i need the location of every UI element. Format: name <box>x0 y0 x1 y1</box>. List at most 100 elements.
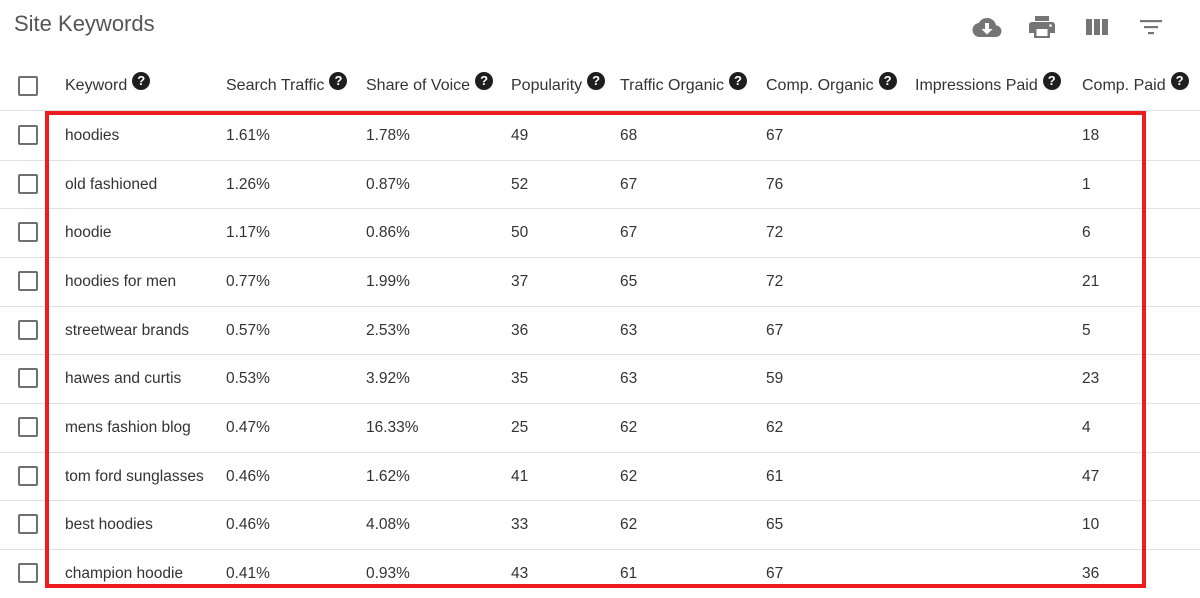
popularity-cell: 50 <box>511 224 529 241</box>
popularity-cell: 49 <box>511 127 529 144</box>
row-checkbox[interactable] <box>18 368 38 388</box>
comp-paid-cell: 1 <box>1082 176 1091 193</box>
table-row[interactable]: tom ford sunglasses 0.46% 1.62% 41 62 61… <box>0 452 1200 501</box>
column-header-label: Traffic Organic <box>620 77 725 94</box>
row-checkbox[interactable] <box>18 174 38 194</box>
help-icon[interactable]: ? <box>878 72 897 90</box>
row-divider <box>0 306 1200 307</box>
traffic-organic-cell: 63 <box>620 322 638 339</box>
row-checkbox[interactable] <box>18 222 38 242</box>
search-traffic-cell: 0.77% <box>226 273 270 290</box>
row-checkbox[interactable] <box>18 466 38 486</box>
comp-organic-cell: 72 <box>766 224 784 241</box>
download-button[interactable] <box>970 12 1004 42</box>
row-checkbox[interactable] <box>18 320 38 340</box>
table-row[interactable]: hoodies 1.61% 1.78% 49 68 67 18 <box>0 111 1200 160</box>
help-icon[interactable]: ? <box>475 72 494 90</box>
share-of-voice-cell: 3.92% <box>366 370 410 387</box>
traffic-organic-cell: 62 <box>620 516 638 533</box>
column-header-label: Share of Voice <box>366 77 471 94</box>
comp-organic-cell: 62 <box>766 419 784 436</box>
table-row[interactable]: old fashioned 1.26% 0.87% 52 67 76 1 <box>0 160 1200 209</box>
column-header-label: Popularity <box>511 77 583 94</box>
share-of-voice-cell: 4.08% <box>366 516 410 533</box>
search-traffic-cell: 0.53% <box>226 370 270 387</box>
columns-icon <box>1086 19 1108 35</box>
row-divider <box>0 403 1200 404</box>
table-row[interactable]: best hoodies 0.46% 4.08% 33 62 65 10 <box>0 500 1200 549</box>
search-traffic-cell: 0.46% <box>226 468 270 485</box>
column-header-comp-organic[interactable]: Comp. Organic? <box>766 72 897 100</box>
column-header-search-traffic[interactable]: Search Traffic? <box>226 72 348 100</box>
popularity-cell: 43 <box>511 565 529 582</box>
column-header-label: Search Traffic <box>226 77 325 94</box>
comp-organic-cell: 72 <box>766 273 784 290</box>
help-icon[interactable]: ? <box>729 72 748 90</box>
share-of-voice-cell: 16.33% <box>366 419 419 436</box>
column-header-traffic-organic[interactable]: Traffic Organic? <box>620 72 748 100</box>
columns-button[interactable] <box>1080 12 1114 42</box>
traffic-organic-cell: 61 <box>620 565 638 582</box>
comp-paid-cell: 18 <box>1082 127 1100 144</box>
keyword-cell: hawes and curtis <box>65 370 182 387</box>
print-button[interactable] <box>1025 12 1059 42</box>
search-traffic-cell: 1.26% <box>226 176 270 193</box>
row-checkbox[interactable] <box>18 563 38 583</box>
keyword-cell: tom ford sunglasses <box>65 468 204 485</box>
column-header-label: Comp. Paid <box>1082 77 1166 94</box>
table-row[interactable]: streetwear brands 0.57% 2.53% 36 63 67 5 <box>0 306 1200 355</box>
help-icon[interactable]: ? <box>132 72 151 90</box>
header-divider <box>0 110 1200 111</box>
comp-organic-cell: 65 <box>766 516 784 533</box>
traffic-organic-cell: 62 <box>620 419 638 436</box>
help-icon[interactable]: ? <box>587 72 606 90</box>
help-icon[interactable]: ? <box>1170 72 1189 90</box>
column-header-comp-paid[interactable]: Comp. Paid? <box>1082 72 1189 100</box>
keyword-cell: old fashioned <box>65 176 158 193</box>
popularity-cell: 36 <box>511 322 529 339</box>
row-divider <box>0 160 1200 161</box>
traffic-organic-cell: 67 <box>620 224 638 241</box>
comp-paid-cell: 36 <box>1082 565 1100 582</box>
comp-organic-cell: 67 <box>766 127 784 144</box>
share-of-voice-cell: 0.93% <box>366 565 410 582</box>
popularity-cell: 25 <box>511 419 529 436</box>
traffic-organic-cell: 63 <box>620 370 638 387</box>
popularity-cell: 52 <box>511 176 529 193</box>
table-row[interactable]: mens fashion blog 0.47% 16.33% 25 62 62 … <box>0 403 1200 452</box>
row-checkbox[interactable] <box>18 125 38 145</box>
row-checkbox[interactable] <box>18 417 38 437</box>
traffic-organic-cell: 65 <box>620 273 638 290</box>
column-header-share-of-voice[interactable]: Share of Voice? <box>366 72 494 100</box>
filter-button[interactable] <box>1134 12 1168 42</box>
popularity-cell: 35 <box>511 370 529 387</box>
column-header-popularity[interactable]: Popularity? <box>511 72 606 100</box>
share-of-voice-cell: 1.62% <box>366 468 410 485</box>
comp-paid-cell: 23 <box>1082 370 1100 387</box>
help-icon[interactable]: ? <box>1042 72 1061 90</box>
row-checkbox[interactable] <box>18 271 38 291</box>
print-icon <box>1029 16 1055 38</box>
help-icon[interactable]: ? <box>329 72 348 90</box>
column-header-keyword[interactable]: Keyword? <box>65 72 151 100</box>
search-traffic-cell: 1.61% <box>226 127 270 144</box>
column-header-impressions-paid[interactable]: Impressions Paid? <box>915 72 1061 100</box>
row-divider <box>0 500 1200 501</box>
table-row[interactable]: hawes and curtis 0.53% 3.92% 35 63 59 23 <box>0 354 1200 403</box>
search-traffic-cell: 0.47% <box>226 419 270 436</box>
table-row[interactable]: champion hoodie 0.41% 0.93% 43 61 67 36 <box>0 549 1200 598</box>
download-cloud-icon <box>972 18 1002 37</box>
page-title: Site Keywords <box>14 11 155 36</box>
comp-paid-cell: 4 <box>1082 419 1091 436</box>
popularity-cell: 33 <box>511 516 529 533</box>
row-checkbox[interactable] <box>18 514 38 534</box>
comp-organic-cell: 76 <box>766 176 784 193</box>
comp-organic-cell: 67 <box>766 322 784 339</box>
keyword-cell: hoodies <box>65 127 120 144</box>
select-all-checkbox[interactable] <box>18 76 38 96</box>
traffic-organic-cell: 68 <box>620 127 638 144</box>
table-row[interactable]: hoodie 1.17% 0.86% 50 67 72 6 <box>0 208 1200 257</box>
keyword-cell: best hoodies <box>65 516 153 533</box>
keyword-cell: hoodies for men <box>65 273 177 290</box>
table-row[interactable]: hoodies for men 0.77% 1.99% 37 65 72 21 <box>0 257 1200 306</box>
